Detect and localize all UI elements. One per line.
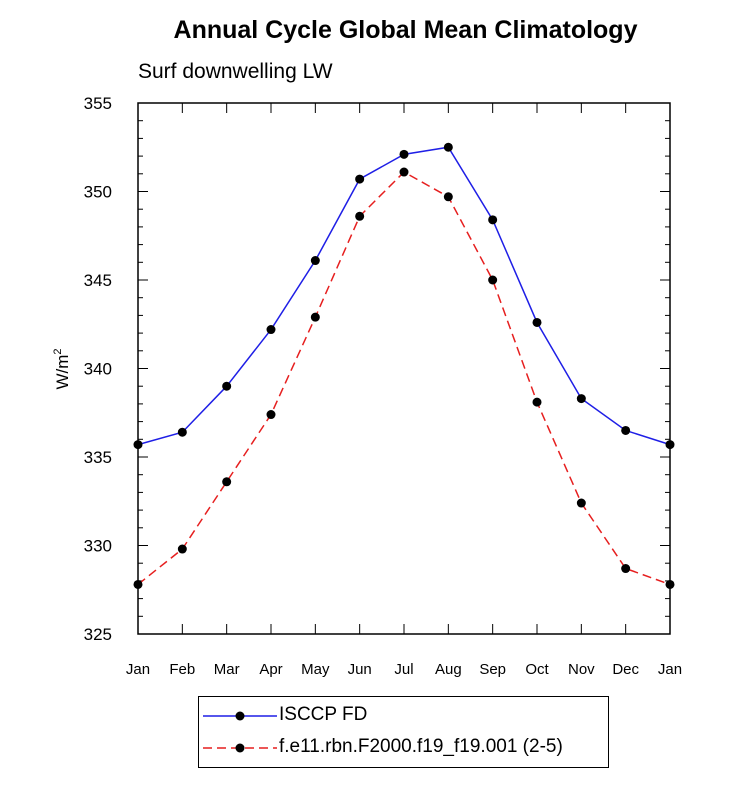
y-axis-label: W/m2 bbox=[52, 348, 72, 389]
y-tick-label: 330 bbox=[84, 537, 112, 556]
series-line-1 bbox=[137, 171, 671, 586]
legend-swatch-isccp bbox=[203, 711, 277, 721]
series-0-point bbox=[665, 440, 675, 450]
x-tick-label: Dec bbox=[612, 661, 639, 678]
legend-label-model: f.e11.rbn.F2000.f19_f19.001 (2-5) bbox=[279, 736, 563, 757]
plot-frame bbox=[137, 102, 671, 635]
series-1-point bbox=[355, 211, 365, 221]
x-tick-label: Jan bbox=[658, 661, 682, 678]
x-tick-label: Apr bbox=[259, 661, 282, 678]
x-tick-label: May bbox=[301, 661, 330, 678]
series-0-point bbox=[177, 427, 187, 437]
series-0-point bbox=[222, 381, 232, 391]
legend-entry-isccp: ISCCP FD bbox=[199, 701, 608, 731]
y-tick-label: 335 bbox=[84, 448, 112, 467]
series-0-point bbox=[621, 425, 631, 435]
x-tick-label: Jul bbox=[394, 661, 413, 678]
series-1-point bbox=[399, 167, 409, 177]
y-tick-label: 355 bbox=[84, 94, 112, 113]
x-tick-label: Feb bbox=[169, 661, 195, 678]
legend-swatch-model bbox=[203, 743, 277, 753]
x-tick-label: Aug bbox=[435, 661, 462, 678]
x-tick-label: Sep bbox=[479, 661, 506, 678]
series-1-point bbox=[177, 544, 187, 554]
chart-subtitle: Surf downwelling LW bbox=[138, 60, 333, 83]
legend-entry-model: f.e11.rbn.F2000.f19_f19.001 (2-5) bbox=[199, 733, 608, 763]
series-0-point bbox=[266, 325, 276, 335]
chart-legend: ISCCP FD f.e11.rbn.F2000.f19_f19.001 (2-… bbox=[198, 696, 609, 768]
series-0-point bbox=[310, 256, 320, 266]
x-tick-label: Jan bbox=[126, 661, 150, 678]
series-1-point bbox=[488, 275, 498, 285]
series-0-point bbox=[532, 317, 542, 327]
series-0-point bbox=[488, 215, 498, 225]
y-tick-label: 340 bbox=[84, 360, 112, 379]
series-0-point bbox=[576, 394, 586, 404]
series-0-point bbox=[443, 142, 453, 152]
series-1-point bbox=[310, 312, 320, 322]
y-tick-label: 345 bbox=[84, 271, 112, 290]
y-tick-label: 325 bbox=[84, 625, 112, 644]
x-tick-label: Jun bbox=[348, 661, 372, 678]
chart-title: Annual Cycle Global Mean Climatology bbox=[173, 16, 638, 44]
series-1-point bbox=[532, 397, 542, 407]
series-1-point bbox=[133, 579, 143, 589]
x-tick-label: Oct bbox=[525, 661, 549, 678]
series-1-point bbox=[266, 410, 276, 420]
series-0-point bbox=[133, 440, 143, 450]
series-0-point bbox=[399, 149, 409, 159]
series-1-point bbox=[621, 564, 631, 574]
y-tick-label: 350 bbox=[84, 183, 112, 202]
series-1-point bbox=[443, 192, 453, 202]
series-0-point bbox=[355, 174, 365, 184]
series-1-point bbox=[576, 498, 586, 508]
x-tick-label: Mar bbox=[214, 661, 240, 678]
series-1-point bbox=[665, 579, 675, 589]
series-line-0 bbox=[137, 146, 671, 446]
x-tick-label: Nov bbox=[568, 661, 595, 678]
legend-label-isccp: ISCCP FD bbox=[279, 704, 368, 725]
series-1-point bbox=[222, 477, 232, 487]
